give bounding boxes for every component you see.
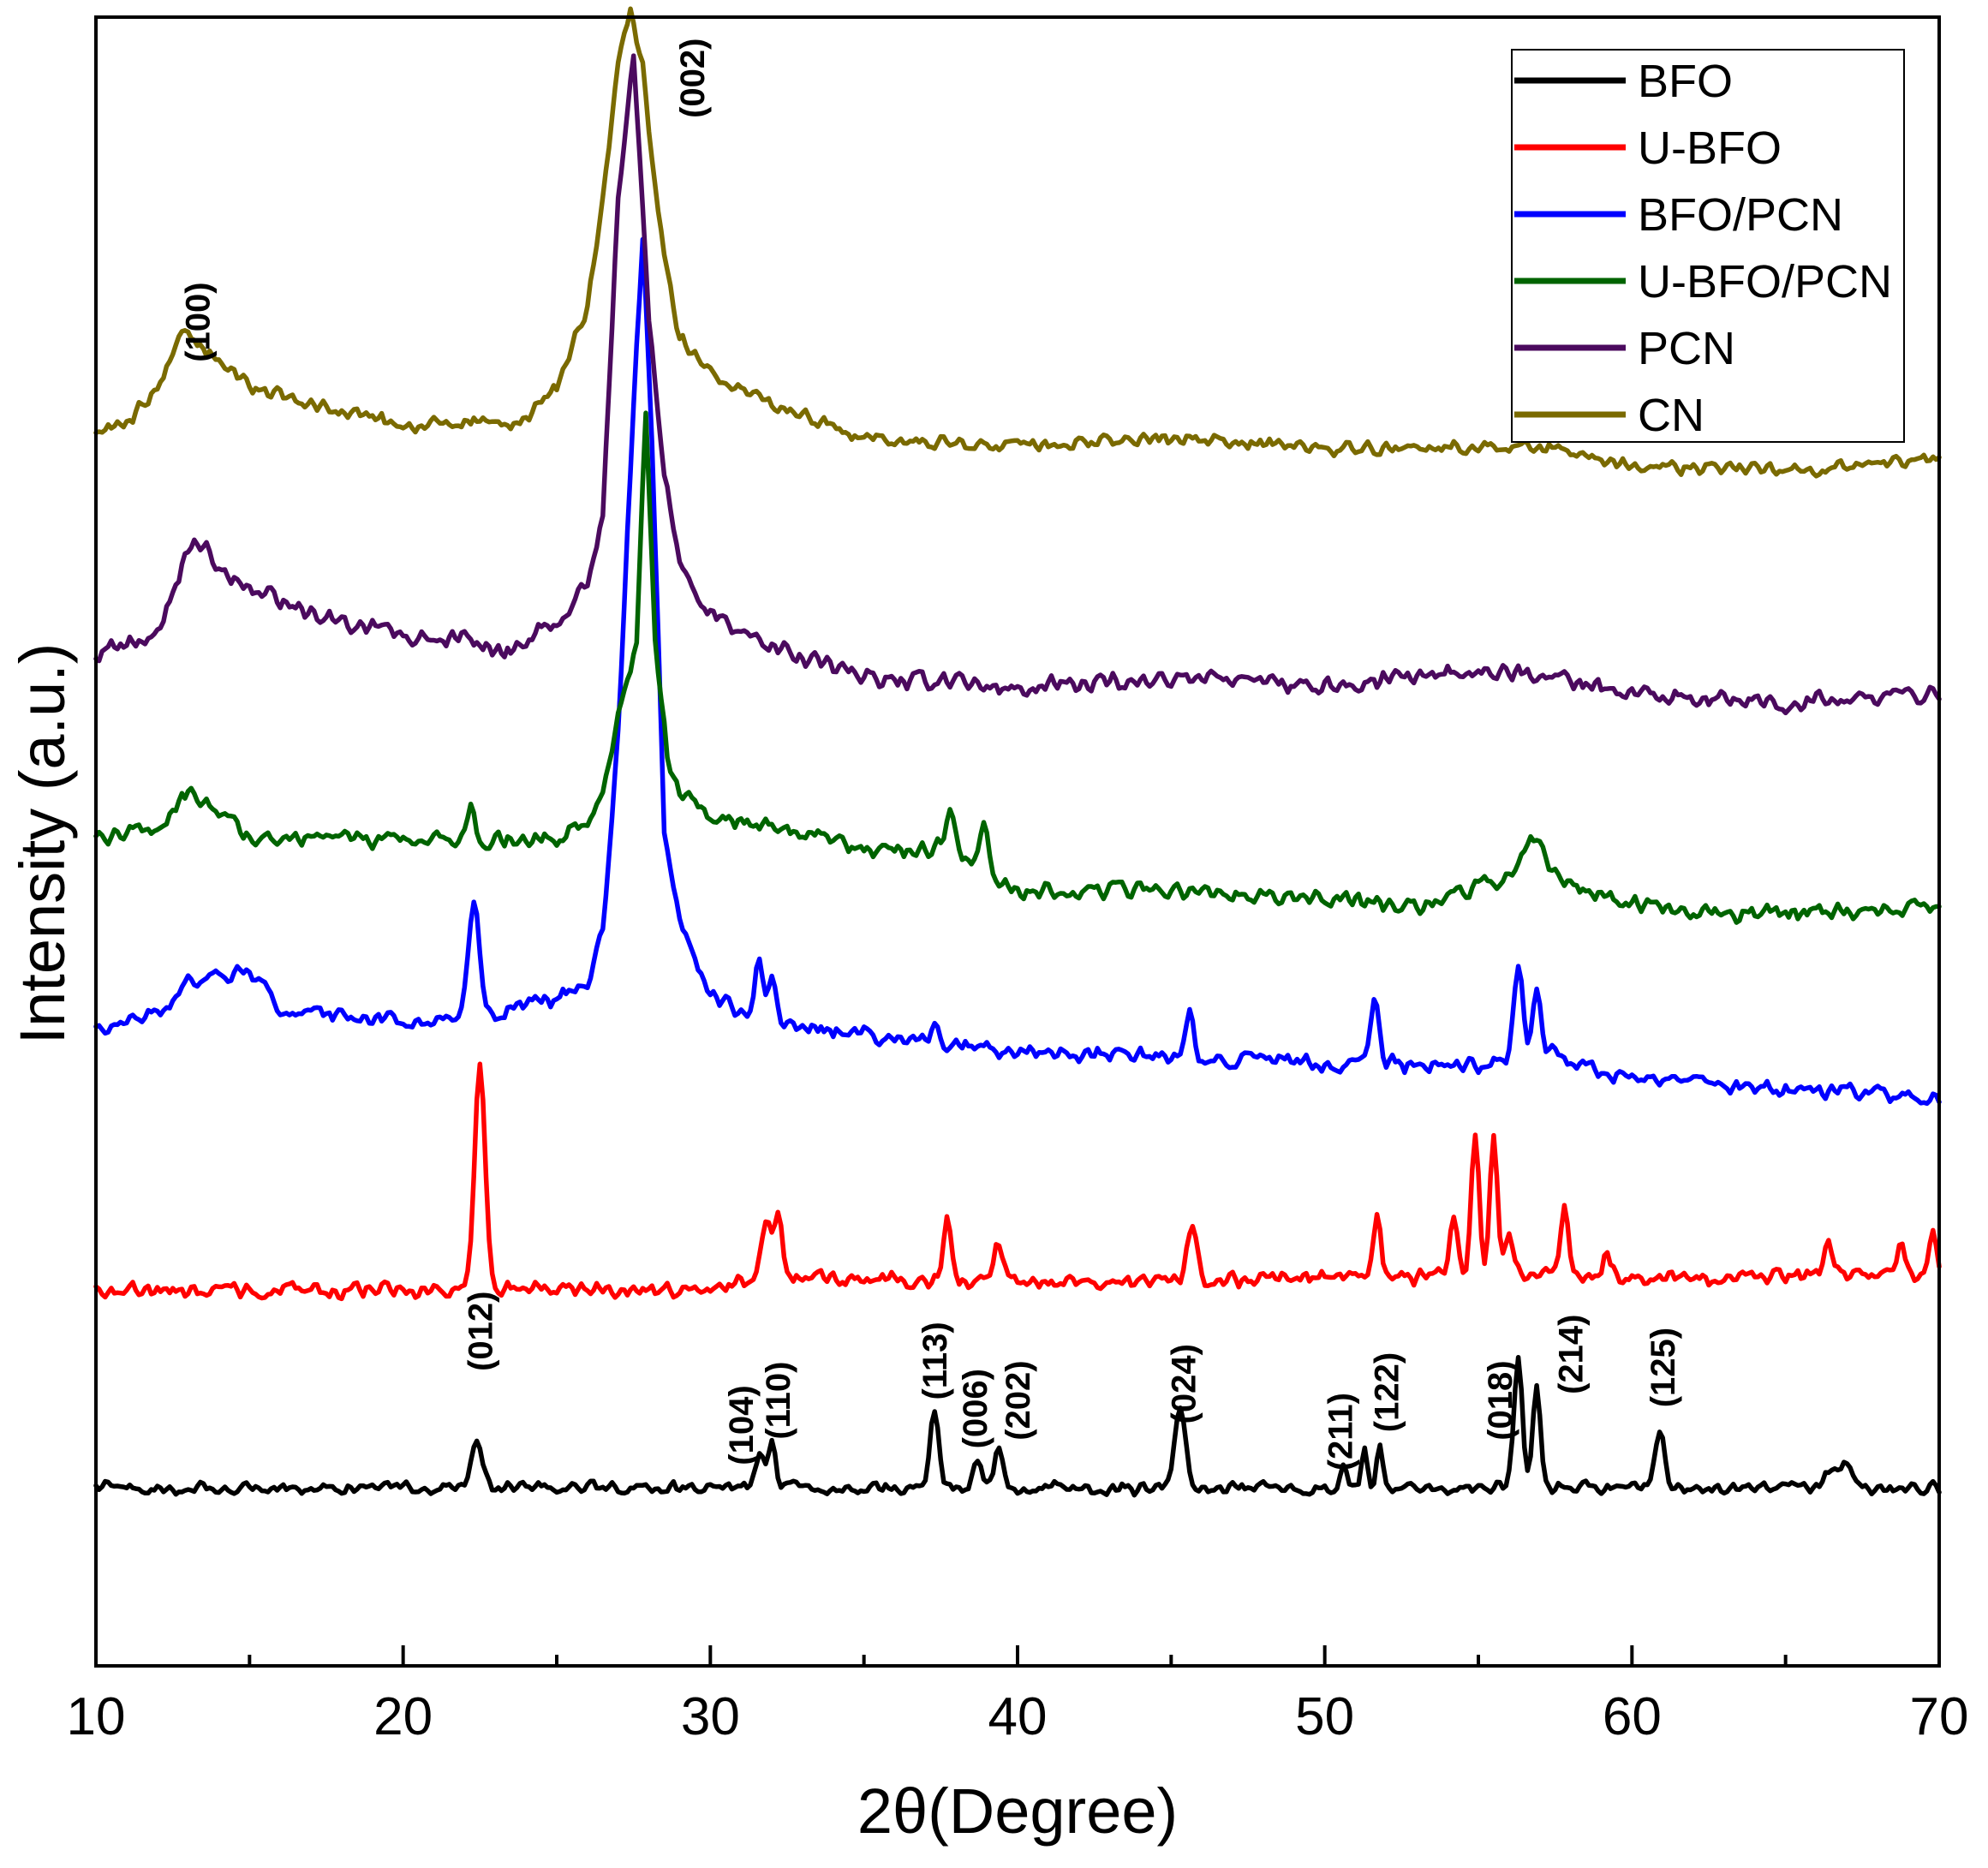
series-line-cn [93, 6, 1942, 479]
y-axis-title: Intensity (a.u.) [7, 643, 78, 1045]
peak-annotation: (018) [1482, 1360, 1519, 1440]
peak-annotation: (202) [1000, 1360, 1037, 1440]
legend-box [1511, 49, 1905, 443]
x-tick-label: 30 [681, 1687, 740, 1746]
x-tick-label: 10 [67, 1687, 126, 1746]
peak-annotation: (211) [1322, 1393, 1360, 1471]
series-line-u-bfo-pcn [93, 410, 1942, 925]
peak-annotation: (122) [1368, 1352, 1406, 1432]
legend: BFO U-BFO BFO/PCN U-BFO/PCN PCN CN [1511, 49, 1905, 443]
x-tick-label: 20 [373, 1687, 433, 1746]
legend-label: PCN [1638, 323, 1735, 374]
x-tick-label: 60 [1603, 1687, 1662, 1746]
x-tick-label: 50 [1295, 1687, 1354, 1746]
series-layer [93, 6, 1942, 1498]
x-axis-ticks: 10 20 30 40 50 60 70 [67, 1645, 1969, 1746]
peak-annotation: (104) [723, 1385, 761, 1465]
series-line-bfo-pcn [93, 236, 1942, 1107]
peak-annotation: (110) [760, 1362, 797, 1440]
peak-annotation: (002) [674, 39, 712, 118]
legend-label: U-BFO [1638, 122, 1782, 174]
legend-label: U-BFO/PCN [1638, 256, 1892, 307]
x-axis-title: 2θ(Degree) [857, 1775, 1178, 1847]
x-tick-label: 70 [1910, 1687, 1969, 1746]
series-line-bfo [93, 1354, 1942, 1498]
peak-annotation: (024) [1166, 1344, 1203, 1423]
peak-annotation: (214) [1553, 1315, 1591, 1394]
series-line-u-bfo [93, 1061, 1942, 1302]
legend-entries: BFO U-BFO BFO/PCN U-BFO/PCN PCN CN [1514, 56, 1892, 441]
peak-annotation: (012) [462, 1292, 499, 1371]
peak-annotations: (012) (104) (110) (113)(006) (202) (024) (211)… [179, 39, 1682, 1471]
legend-label: BFO/PCN [1638, 189, 1843, 241]
peak-annotation: (006) [957, 1369, 994, 1448]
peak-annotation: (113) [916, 1322, 954, 1400]
peak-annotation: (100) [179, 282, 217, 361]
x-tick-label: 40 [988, 1687, 1048, 1746]
series-line-pcn [93, 53, 1942, 716]
peak-annotation: (125) [1645, 1328, 1682, 1407]
legend-label: BFO [1638, 56, 1733, 107]
legend-label: CN [1638, 390, 1704, 441]
